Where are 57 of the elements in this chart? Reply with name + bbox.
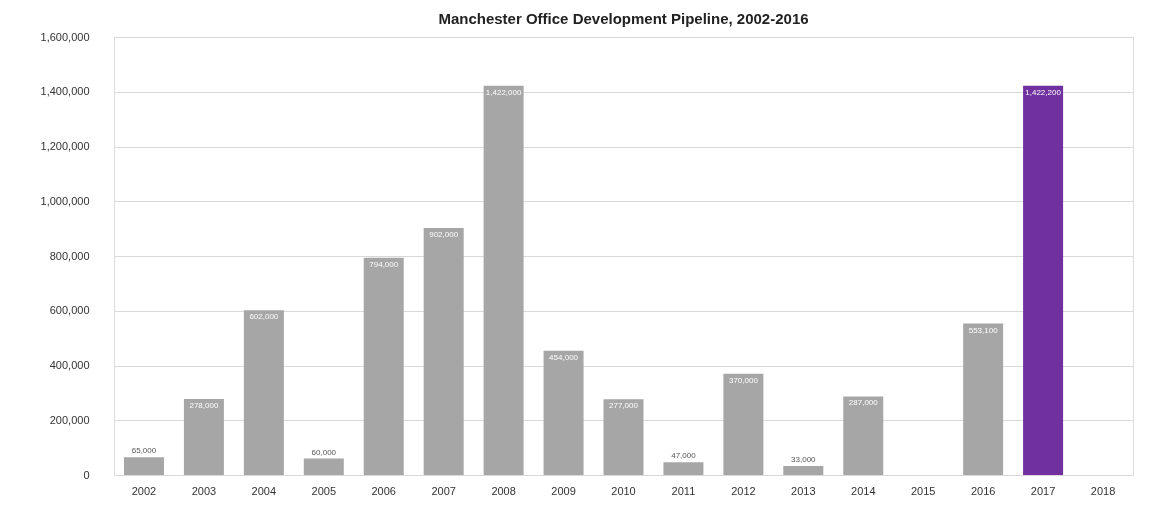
bar [543, 350, 584, 475]
x-tick-label: 2017 [1030, 484, 1056, 497]
y-tick-label: 1,400,000 [40, 85, 90, 98]
data-label: 553,100 [968, 325, 999, 335]
y-tick-label: 1,000,000 [40, 194, 90, 207]
bar [723, 373, 764, 475]
bar [783, 465, 824, 475]
data-label: 47,000 [671, 451, 697, 461]
bar [603, 399, 644, 475]
data-label: 370,000 [728, 375, 759, 385]
y-tick-label: 1,600,000 [40, 30, 90, 43]
bar [123, 457, 164, 475]
data-label: 1,422,000 [485, 87, 522, 97]
y-tick-label: 1,200,000 [40, 140, 90, 152]
data-label: 287,000 [848, 398, 879, 408]
x-tick-label: 2016 [970, 484, 996, 497]
bar [303, 458, 344, 475]
chart-title: Manchester Office Development Pipeline, 2002-2016 [438, 10, 809, 27]
data-label: 1,422,200 [1025, 87, 1062, 97]
x-tick-label: 2014 [851, 484, 876, 497]
x-tick-label: 2008 [491, 484, 516, 497]
x-tick-label: 2003 [191, 484, 217, 497]
bar [483, 85, 524, 475]
x-tick-label: 2013 [791, 484, 816, 497]
x-tick-label: 2007 [431, 484, 456, 497]
data-label: 60,000 [311, 447, 337, 457]
data-label: 602,000 [249, 312, 279, 322]
data-label: 277,000 [609, 401, 639, 411]
data-label: 454,000 [549, 352, 579, 362]
x-tick-label: 2005 [311, 484, 337, 497]
x-tick-label: 2011 [671, 484, 696, 497]
bar [1023, 85, 1064, 475]
bar [243, 310, 284, 475]
bar [363, 257, 404, 475]
x-tick-label: 2002 [131, 484, 157, 497]
bar [183, 398, 224, 475]
x-tick-label: 2004 [251, 484, 277, 497]
data-label: 33,000 [791, 454, 817, 464]
bar [843, 396, 884, 475]
bar [423, 228, 464, 475]
y-tick-label: 400,000 [49, 359, 90, 371]
x-tick-label: 2006 [371, 484, 396, 497]
y-tick-label: 0 [83, 468, 90, 481]
y-tick-label: 200,000 [49, 413, 90, 426]
data-label: 278,000 [189, 400, 219, 410]
data-label: 794,000 [369, 259, 399, 269]
x-tick-label: 2018 [1090, 484, 1116, 497]
y-tick-label: 800,000 [49, 249, 90, 262]
x-tick-label: 2010 [611, 484, 636, 497]
data-label: 65,000 [131, 446, 157, 456]
x-tick-label: 2012 [731, 484, 756, 497]
data-label: 902,000 [429, 230, 459, 240]
y-tick-label: 600,000 [49, 304, 90, 317]
x-tick-label: 2015 [910, 484, 936, 497]
bar [663, 462, 704, 475]
bar [963, 323, 1004, 475]
x-tick-label: 2009 [551, 484, 576, 497]
